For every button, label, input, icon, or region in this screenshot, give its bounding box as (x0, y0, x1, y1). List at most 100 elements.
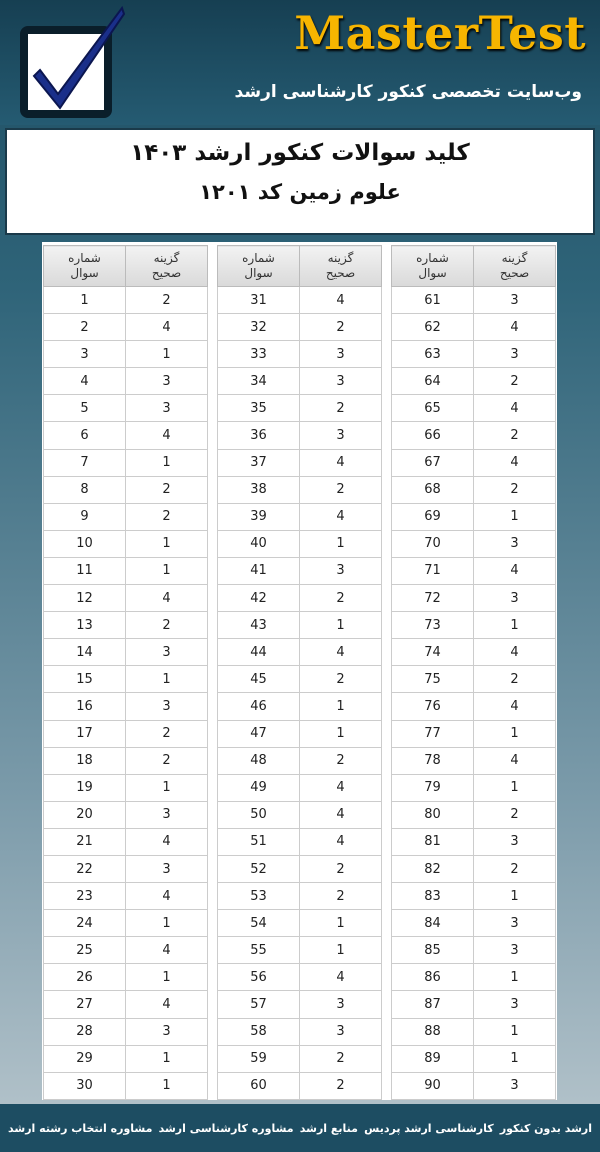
footer-link[interactable]: منابع ارشد (299, 1121, 358, 1135)
answer: 4 (473, 692, 556, 721)
row: 84 3 (391, 909, 556, 938)
question-number: 45 (217, 665, 300, 694)
question-number: 76 (391, 692, 474, 721)
column-header: شماره سوال (217, 245, 300, 287)
answer: 4 (125, 421, 208, 450)
row: 19 1 (43, 773, 208, 802)
answer: 3 (473, 909, 556, 938)
row: 46 1 (217, 692, 382, 721)
row: 86 1 (391, 963, 556, 992)
answer: 3 (299, 1017, 382, 1046)
answer: 2 (299, 882, 382, 911)
answer: 1 (125, 773, 208, 802)
row: 39 4 (217, 502, 382, 531)
row: 73 1 (391, 611, 556, 640)
header-row: شماره سوال گزینه صحیح (391, 245, 556, 287)
question-number: 1 (43, 285, 126, 315)
answer: 1 (125, 1071, 208, 1101)
question-number: 32 (217, 313, 300, 342)
row: 59 2 (217, 1044, 382, 1073)
answer: 2 (125, 285, 208, 315)
table-body: 61 3 62 4 63 3 64 2 65 4 66 2 67 4 68 2 69 1 70 3 71 4 72 3 73 1 7… (391, 285, 556, 1101)
question-number: 61 (391, 285, 474, 315)
row: 48 2 (217, 746, 382, 775)
question-number: 4 (43, 367, 126, 396)
footer-link[interactable]: مشاوره انتخاب رشته ارشد (8, 1121, 153, 1135)
row: 16 3 (43, 692, 208, 721)
row: 78 4 (391, 746, 556, 775)
answer: 1 (125, 448, 208, 477)
footer-link[interactable]: مشاوره کارشناسی ارشد (158, 1121, 294, 1135)
row: 33 3 (217, 340, 382, 369)
table-head: شماره سوال گزینه صحیح (391, 245, 556, 287)
answer: 4 (473, 556, 556, 586)
answer: 2 (473, 665, 556, 694)
answer: 3 (473, 529, 556, 558)
row: 50 4 (217, 800, 382, 829)
question-number: 83 (391, 882, 474, 911)
question-number: 90 (391, 1071, 474, 1101)
answer: 1 (299, 719, 382, 748)
answer: 1 (473, 611, 556, 640)
answer: 4 (299, 800, 382, 829)
row: 36 3 (217, 421, 382, 450)
title: کلید سوالات کنکور ارشد ۱۴۰۳ (130, 140, 470, 166)
answer: 4 (299, 502, 382, 531)
footer-link[interactable]: کارشناسی ارشد پردیس (364, 1121, 494, 1135)
answer: 3 (125, 638, 208, 667)
row: 42 2 (217, 584, 382, 613)
row: 69 1 (391, 502, 556, 531)
row: 77 1 (391, 719, 556, 748)
answer: 1 (125, 963, 208, 992)
row: 55 1 (217, 936, 382, 965)
row: 30 1 (43, 1071, 208, 1101)
answer: 3 (299, 340, 382, 369)
answer: 1 (125, 340, 208, 369)
answer: 2 (299, 394, 382, 423)
title-box: کلید سوالات کنکور ارشد ۱۴۰۳ علوم زمین کد… (5, 128, 595, 235)
answer: 4 (299, 448, 382, 477)
question-number: 54 (217, 909, 300, 938)
answer: 1 (125, 665, 208, 694)
answer: 3 (299, 990, 382, 1019)
question-number: 23 (43, 882, 126, 911)
table-head: شماره سوال گزینه صحیح (43, 245, 208, 287)
brand: MasterTest (294, 6, 586, 60)
answer: 3 (473, 990, 556, 1019)
answer-table: شماره سوال گزینه صحیح 1 2 2 4 3 1 4 3 5 3 6 4 7 1 8 2 9 2 10… (43, 245, 208, 1101)
question-number: 63 (391, 340, 474, 369)
header: MasterTest وب‌سایت تخصصی کنکور کارشناسی … (0, 0, 600, 125)
answer: 1 (473, 773, 556, 802)
question-number: 44 (217, 638, 300, 667)
question-number: 77 (391, 719, 474, 748)
answer: 2 (473, 421, 556, 450)
question-number: 9 (43, 502, 126, 531)
row: 88 1 (391, 1017, 556, 1046)
row: 12 4 (43, 584, 208, 613)
row: 74 4 (391, 638, 556, 667)
row: 18 2 (43, 746, 208, 775)
question-number: 87 (391, 990, 474, 1019)
footer-link[interactable]: ارشد بدون کنکور (499, 1121, 592, 1135)
answer: 1 (473, 882, 556, 911)
answer: 2 (299, 1044, 382, 1073)
answer: 4 (125, 936, 208, 965)
question-number: 86 (391, 963, 474, 992)
question-number: 20 (43, 800, 126, 829)
tagline: وب‌سایت تخصصی کنکور کارشناسی ارشد (234, 82, 582, 102)
question-number: 75 (391, 665, 474, 694)
answer: 2 (473, 854, 556, 884)
answer: 3 (473, 827, 556, 856)
row: 26 1 (43, 963, 208, 992)
row: 23 4 (43, 882, 208, 911)
row: 53 2 (217, 882, 382, 911)
question-number: 55 (217, 936, 300, 965)
row: 63 3 (391, 340, 556, 369)
row: 15 1 (43, 665, 208, 694)
question-number: 79 (391, 773, 474, 802)
